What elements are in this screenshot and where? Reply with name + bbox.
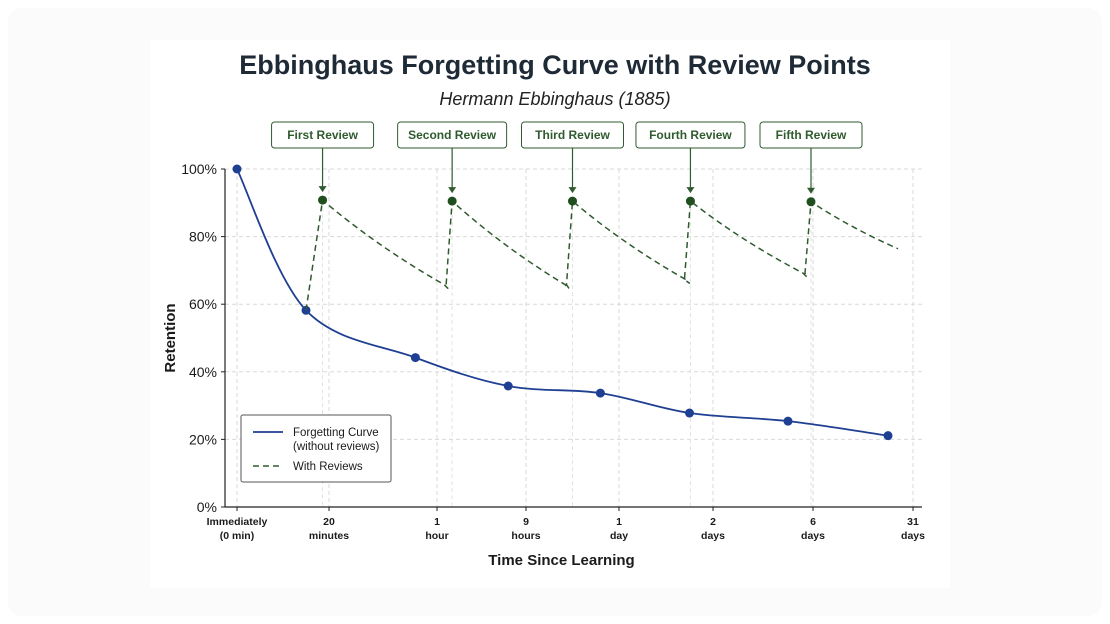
x-tick-label-3-1: hours — [511, 530, 540, 542]
review-callout-label-1: Second Review — [408, 128, 497, 142]
review-point-1 — [447, 196, 457, 206]
forgetting-curve-point-6 — [783, 416, 793, 426]
x-tick-label-1-1: minutes — [309, 530, 349, 542]
review-callout-arrow-head-2 — [568, 187, 577, 194]
x-tick-label-1-0: 20 — [323, 516, 335, 528]
y-tick-label-3: 60% — [189, 296, 217, 312]
y-tick-label-2: 40% — [189, 364, 217, 380]
y-tick-label-0: 0% — [197, 499, 217, 515]
review-point-3 — [685, 196, 695, 206]
review-callout-label-2: Third Review — [535, 128, 610, 142]
review-callout-arrow-head-3 — [686, 187, 695, 194]
y-tick-label-5: 100% — [181, 161, 217, 177]
forgetting-curve-point-4 — [595, 388, 605, 398]
x-tick-label-2-1: hour — [425, 530, 448, 542]
legend-label-reviews: With Reviews — [293, 461, 363, 473]
chart-subtitle: Hermann Ebbinghaus (1885) — [439, 89, 671, 109]
forgetting-curve-point-5 — [685, 408, 694, 418]
x-tick-label-3-0: 9 — [523, 516, 529, 528]
chart-title: Ebbinghaus Forgetting Curve with Review … — [239, 50, 871, 80]
x-tick-label-7-1: days — [901, 530, 925, 542]
legend-label-forgetting-1: (without reviews) — [293, 441, 379, 453]
review-callout-arrow-head-4 — [807, 187, 815, 194]
x-tick-label-4-1: day — [610, 530, 628, 542]
x-tick-label-4-0: 1 — [616, 516, 622, 528]
forgetting-curve-point-7 — [883, 431, 893, 441]
forgetting-curve-point-0 — [232, 164, 242, 174]
y-tick-label-4: 80% — [189, 229, 217, 245]
x-tick-label-5-0: 2 — [710, 516, 716, 528]
review-point-0 — [318, 195, 328, 205]
review-callout-label-0: First Review — [287, 128, 358, 142]
review-callout-label-3: Fourth Review — [649, 128, 732, 142]
x-axis-title: Time Since Learning — [488, 552, 634, 569]
forgetting-curve-point-3 — [503, 381, 513, 391]
x-tick-label-6-0: 6 — [810, 516, 816, 528]
x-tick-label-0-0: Immediately — [207, 516, 268, 528]
forgetting-curve-point-2 — [410, 353, 420, 363]
review-curve-line — [305, 198, 899, 311]
x-tick-label-0-1: (0 min) — [220, 530, 254, 542]
review-point-4 — [806, 197, 816, 207]
y-axis-title: Retention — [162, 303, 179, 372]
review-callout-arrow-head-1 — [448, 187, 457, 194]
x-tick-label-2-0: 1 — [434, 516, 440, 528]
y-tick-label-1: 20% — [189, 431, 217, 447]
legend-label-forgetting-0: Forgetting Curve — [293, 427, 379, 439]
review-point-2 — [568, 196, 577, 206]
review-callout-arrow-head-0 — [318, 186, 327, 193]
x-tick-label-6-1: days — [801, 530, 825, 542]
x-tick-label-5-1: days — [701, 530, 725, 542]
x-tick-label-7-0: 31 — [907, 516, 919, 528]
review-callout-label-4: Fifth Review — [776, 128, 847, 142]
forgetting-curve-line — [236, 168, 889, 437]
